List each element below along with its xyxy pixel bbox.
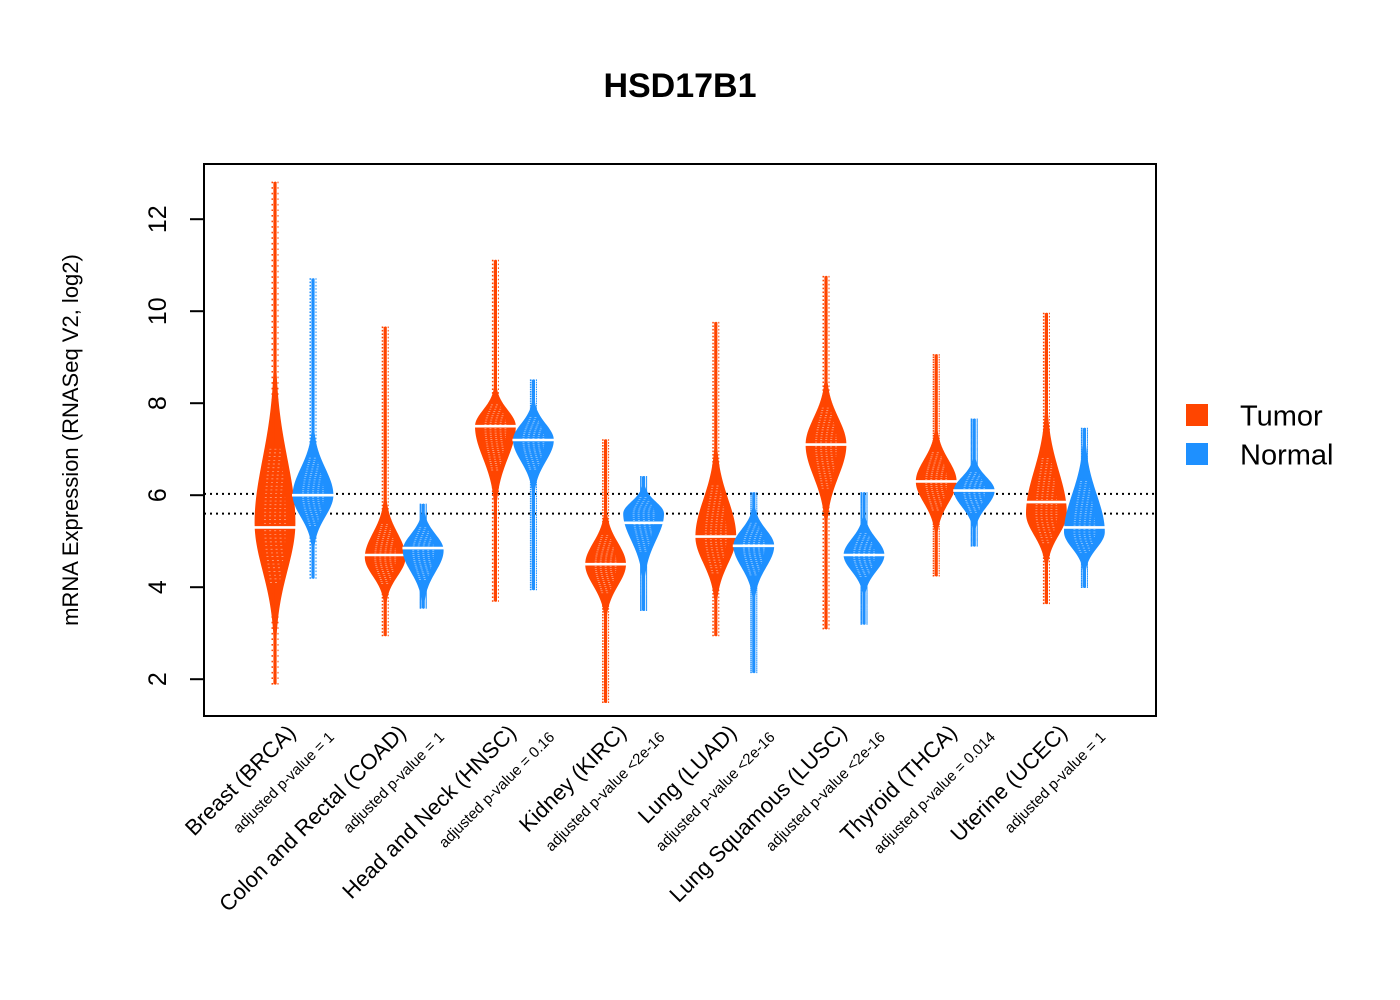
y-tick-label: 10 [144, 297, 172, 325]
chart-title: HSD17B1 [603, 67, 756, 105]
y-axis-label: mRNA Expression (RNASeq V2, log2) [58, 254, 83, 626]
y-tick-label: 4 [144, 580, 172, 594]
violin-tumor [694, 321, 737, 637]
violin-tumor [915, 354, 958, 577]
y-tick-label: 2 [144, 672, 172, 686]
violin-normal [402, 503, 444, 609]
y-tick-label: 8 [144, 396, 172, 410]
y-axis: 2 4 6 8 10 12 [144, 205, 204, 686]
violin-tumor [584, 439, 627, 704]
legend-label: Tumor [1240, 400, 1323, 432]
violin-tumor [254, 181, 296, 685]
legend-label: Normal [1240, 439, 1333, 471]
y-tick-label: 6 [144, 488, 172, 502]
violin-normal [843, 492, 885, 625]
legend-swatch [1186, 404, 1208, 426]
plot-frame [203, 163, 1157, 717]
violin-normal [1063, 427, 1106, 589]
violin-normal [953, 418, 996, 547]
violin-tumor [364, 326, 407, 637]
violin-normal [512, 379, 555, 591]
violin-tumor [1026, 312, 1067, 605]
plot-content [204, 181, 1156, 704]
violin-normal [732, 492, 775, 674]
violin-normal [623, 475, 665, 612]
violin-tumor [474, 259, 517, 602]
y-tick-label: 12 [144, 205, 172, 233]
violin-tumor [805, 275, 847, 630]
legend: Tumor Normal [1186, 400, 1333, 471]
violin-normal [292, 278, 334, 579]
legend-swatch [1186, 443, 1208, 465]
